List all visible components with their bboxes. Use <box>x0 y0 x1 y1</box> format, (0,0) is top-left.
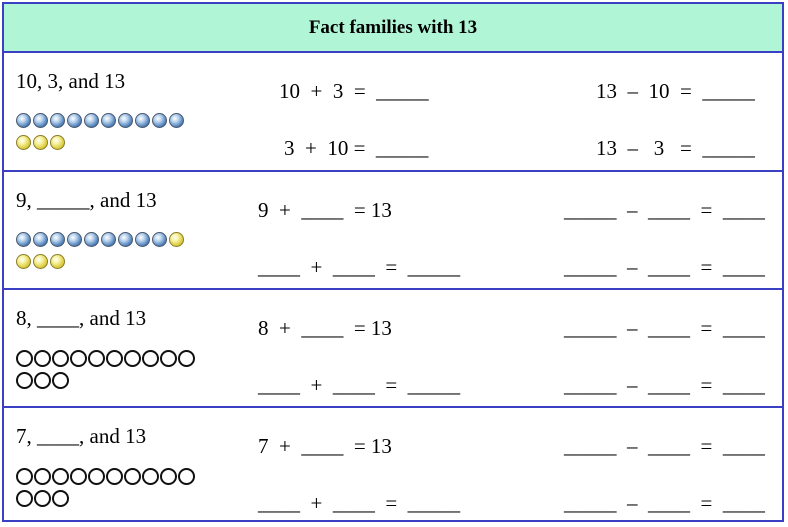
fact-family-row: 7, ____, and 13 7 + ____ = 13 ____ + ___… <box>4 406 782 523</box>
number-set-label: 7, ____, and 13 <box>16 424 147 448</box>
empty-circle-icon <box>52 468 69 485</box>
yellow-marble-icon <box>50 254 65 269</box>
blue-marble-icon <box>101 232 116 247</box>
empty-circle-icon <box>142 468 159 485</box>
blue-marble-icon <box>84 232 99 247</box>
empty-circle-icon <box>178 350 195 367</box>
empty-circle-icon <box>124 468 141 485</box>
empty-circle-icon <box>124 350 141 367</box>
blue-marble-icon <box>135 113 150 128</box>
empty-circle-icon <box>160 468 177 485</box>
empty-circle-icon <box>88 350 105 367</box>
fact-family-row: 9, _____, and 13 9 + ____ = 13 ____ + __… <box>4 170 782 287</box>
empty-circle-icon <box>178 468 195 485</box>
empty-circle-icon <box>106 350 123 367</box>
blue-marble-icon <box>169 113 184 128</box>
empty-circle-icon <box>106 468 123 485</box>
counter-row <box>16 135 196 155</box>
blue-marble-icon <box>118 113 133 128</box>
marble-counters <box>16 232 196 276</box>
empty-circle-icon <box>160 350 177 367</box>
counter-row <box>16 372 196 392</box>
blue-marble-icon <box>67 113 82 128</box>
addition-equation: ____ + ____ = _____ <box>258 255 461 279</box>
subtraction-equation: _____ – ____ = ____ <box>564 316 765 340</box>
empty-circle-icon <box>142 350 159 367</box>
worksheet: Fact families with 13 10, 3, and 13 10 +… <box>2 2 784 522</box>
number-set-label: 8, ____, and 13 <box>16 306 147 330</box>
yellow-marble-icon <box>33 254 48 269</box>
yellow-marble-icon <box>16 254 31 269</box>
subtraction-equation: 13 – 3 = _____ <box>596 136 755 160</box>
blue-marble-icon <box>16 113 31 128</box>
empty-circle-icon <box>52 372 69 389</box>
counter-row <box>16 490 196 510</box>
addition-equation: 9 + ____ = 13 <box>258 198 392 222</box>
addition-equation: 10 + 3 = _____ <box>279 79 429 103</box>
empty-circle-icon <box>52 490 69 507</box>
yellow-marble-icon <box>33 135 48 150</box>
addition-equation: 8 + ____ = 13 <box>258 316 392 340</box>
empty-circle-icon <box>16 372 33 389</box>
empty-circle-icon <box>34 372 51 389</box>
counter-row <box>16 350 196 370</box>
subtraction-equation: _____ – ____ = ____ <box>564 373 765 397</box>
subtraction-equation: 13 – 10 = _____ <box>596 79 755 103</box>
addition-equation: ____ + ____ = _____ <box>258 373 461 397</box>
blue-marble-icon <box>118 232 133 247</box>
empty-circle-icon <box>34 468 51 485</box>
counter-row <box>16 232 196 252</box>
blue-marble-icon <box>67 232 82 247</box>
addition-equation: ____ + ____ = _____ <box>258 491 461 515</box>
yellow-marble-icon <box>169 232 184 247</box>
empty-circle-icon <box>16 350 33 367</box>
blue-marble-icon <box>50 232 65 247</box>
empty-circle-icon <box>34 350 51 367</box>
addition-equation: 3 + 10 = _____ <box>284 136 429 160</box>
subtraction-equation: _____ – ____ = ____ <box>564 198 765 222</box>
empty-circle-icon <box>16 490 33 507</box>
number-set-label: 9, _____, and 13 <box>16 188 157 212</box>
fact-family-row: 10, 3, and 13 10 + 3 = _____ 3 + 10 = __… <box>4 53 782 170</box>
yellow-marble-icon <box>50 135 65 150</box>
blue-marble-icon <box>33 232 48 247</box>
subtraction-equation: _____ – ____ = ____ <box>564 491 765 515</box>
circle-counters <box>16 468 196 512</box>
blue-marble-icon <box>152 232 167 247</box>
subtraction-equation: _____ – ____ = ____ <box>564 434 765 458</box>
blue-marble-icon <box>84 113 99 128</box>
circle-counters <box>16 350 196 394</box>
blue-marble-icon <box>101 113 116 128</box>
addition-equation: 7 + ____ = 13 <box>258 434 392 458</box>
counter-row <box>16 113 196 133</box>
worksheet-title: Fact families with 13 <box>4 4 782 53</box>
empty-circle-icon <box>34 490 51 507</box>
empty-circle-icon <box>16 468 33 485</box>
empty-circle-icon <box>70 468 87 485</box>
fact-family-row: 8, ____, and 13 8 + ____ = 13 ____ + ___… <box>4 288 782 405</box>
blue-marble-icon <box>135 232 150 247</box>
empty-circle-icon <box>70 350 87 367</box>
subtraction-equation: _____ – ____ = ____ <box>564 255 765 279</box>
marble-counters <box>16 113 196 157</box>
empty-circle-icon <box>88 468 105 485</box>
blue-marble-icon <box>16 232 31 247</box>
blue-marble-icon <box>33 113 48 128</box>
blue-marble-icon <box>50 113 65 128</box>
counter-row <box>16 254 196 274</box>
empty-circle-icon <box>52 350 69 367</box>
blue-marble-icon <box>152 113 167 128</box>
counter-row <box>16 468 196 488</box>
yellow-marble-icon <box>16 135 31 150</box>
number-set-label: 10, 3, and 13 <box>16 69 126 93</box>
